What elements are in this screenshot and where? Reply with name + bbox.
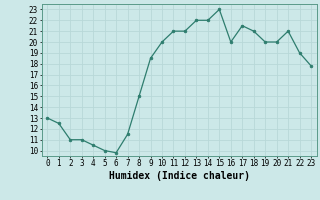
- X-axis label: Humidex (Indice chaleur): Humidex (Indice chaleur): [109, 171, 250, 181]
